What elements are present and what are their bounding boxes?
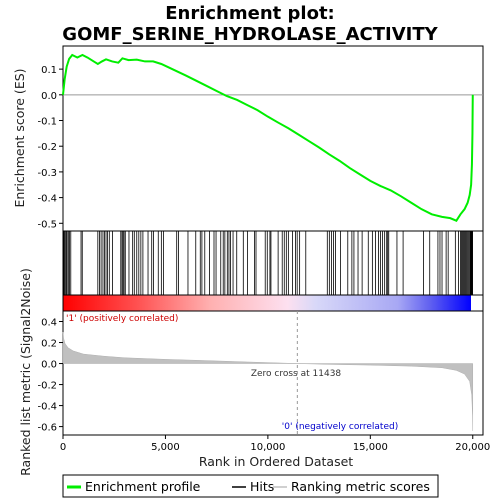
zero-cross-label: Zero cross at 11438 xyxy=(251,369,342,379)
positive-correlation-label: '1' (positively correlated) xyxy=(66,314,178,324)
es-plot-area xyxy=(62,45,484,232)
x-tick-label: 5,000 xyxy=(151,442,180,453)
x-tick-label: 0 xyxy=(60,442,66,453)
x-tick-label: 10,000 xyxy=(250,442,285,453)
legend-enrichment-profile: Enrichment profile xyxy=(85,479,201,494)
x-axis-label: Rank in Ordered Dataset xyxy=(199,454,353,469)
chart-title-line2: GOMF_SERINE_HYDROLASE_ACTIVITY xyxy=(62,24,438,45)
es-y-axis-label: Enrichment score (ES) xyxy=(12,68,27,207)
es-y-tick-label: -0.1 xyxy=(37,117,57,128)
metric-y-ticks: 0.4 0.2 0.0 -0.2 -0.4 -0.6 xyxy=(37,318,63,434)
metric-plot-area xyxy=(62,310,484,436)
es-y-tick-label: 0.0 xyxy=(41,91,57,102)
hits-area xyxy=(62,230,484,296)
metric-y-tick-label: -0.2 xyxy=(37,381,57,392)
es-y-tick-label: -0.5 xyxy=(37,219,57,230)
metric-y-tick-label: 0.0 xyxy=(41,360,57,371)
x-tick-label: 20,000 xyxy=(455,442,490,453)
es-y-tick-label: -0.2 xyxy=(37,142,57,153)
color-bar-gradient xyxy=(63,295,471,311)
metric-y-axis-label: Ranked list metric (Signal2Noise) xyxy=(18,268,33,476)
rank-color-bar xyxy=(62,294,484,312)
metric-y-tick-label: 0.2 xyxy=(41,339,57,350)
es-enrichment-profile-line xyxy=(62,53,474,222)
es-panel: 0.1 0.0 -0.1 -0.2 -0.3 -0.4 -0.5 Enrichment sc… xyxy=(12,45,484,232)
legend: Enrichment profile Hits Ranking metric s… xyxy=(62,474,439,498)
es-y-tick-label: 0.1 xyxy=(41,65,57,76)
metric-panel: 0.4 0.2 0.0 -0.2 -0.4 -0.6 '1' (positively co… xyxy=(18,268,484,476)
legend-hits: Hits xyxy=(250,479,274,494)
hits-panel xyxy=(62,230,484,296)
negative-correlation-label: '0' (negatively correlated) xyxy=(282,422,398,432)
legend-ranking-metric-scores: Ranking metric scores xyxy=(291,479,430,494)
metric-y-tick-label: -0.4 xyxy=(37,402,57,413)
legend-box xyxy=(62,474,439,498)
es-y-ticks: 0.1 0.0 -0.1 -0.2 -0.3 -0.4 -0.5 xyxy=(37,65,63,230)
metric-y-tick-label: -0.6 xyxy=(37,423,57,434)
hit-markers xyxy=(62,231,473,295)
metric-y-tick-label: 0.4 xyxy=(41,318,57,329)
es-y-tick-label: -0.3 xyxy=(37,168,57,179)
ranking-metric-area xyxy=(62,331,474,431)
x-tick-label: 15,000 xyxy=(353,442,388,453)
x-axis-ticks: 0 5,000 10,000 15,000 20,000 xyxy=(60,435,490,453)
es-y-tick-label: -0.4 xyxy=(37,194,57,205)
chart-title-line1: Enrichment plot: xyxy=(165,3,335,24)
